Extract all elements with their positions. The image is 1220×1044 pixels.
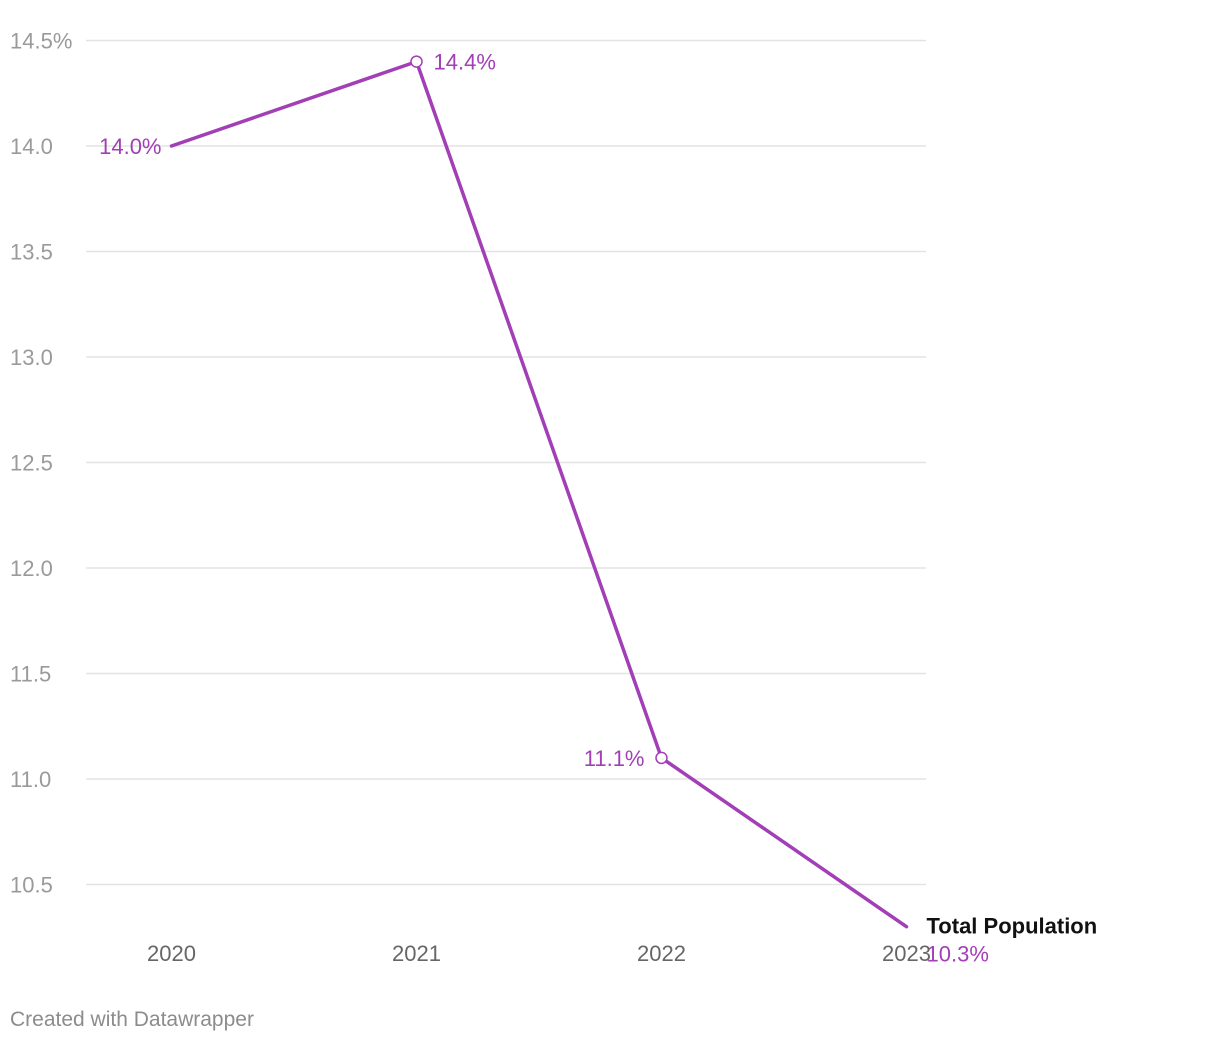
y-tick-label: 12.0 xyxy=(10,556,53,581)
y-axis: 14.5% 14.0 13.5 13.0 12.5 12.0 11.5 11.0 10.5 xyxy=(10,29,72,898)
series-lines xyxy=(169,55,909,929)
x-tick-label: 2021 xyxy=(392,941,441,966)
x-axis: 2020 2021 2022 2023 xyxy=(147,941,931,966)
gridlines xyxy=(86,39,926,886)
footer-credit: Created with Datawrapper xyxy=(10,1008,254,1031)
y-tick-label: 14.0 xyxy=(10,134,53,159)
x-tick-label: 2022 xyxy=(637,941,686,966)
y-tick-label: 13.5 xyxy=(10,240,53,265)
data-point-marker xyxy=(655,751,668,765)
data-label: 10.3% xyxy=(927,942,989,967)
data-labels: 14.0% 14.4% 11.1% 10.3% Total Population xyxy=(99,50,1097,967)
y-tick-label: 14.5% xyxy=(10,29,72,54)
data-label: 14.0% xyxy=(99,134,161,159)
y-tick-label: 11.5 xyxy=(10,662,51,687)
data-label: 11.1% xyxy=(584,746,645,771)
y-tick-label: 11.0 xyxy=(10,767,51,792)
series-name-label: Total Population xyxy=(927,914,1098,939)
y-tick-label: 13.0 xyxy=(10,345,53,370)
series-line xyxy=(169,59,909,929)
y-tick-label: 10.5 xyxy=(10,873,53,898)
data-point-marker xyxy=(410,55,423,68)
line-chart: 14.5% 14.0 13.5 13.0 12.5 12.0 11.5 11.0 10.5 20… xyxy=(10,29,1097,967)
x-tick-label: 2020 xyxy=(147,941,196,966)
data-label: 14.4% xyxy=(434,50,496,75)
y-tick-label: 12.5 xyxy=(10,451,53,476)
x-tick-label: 2023 xyxy=(882,941,931,966)
